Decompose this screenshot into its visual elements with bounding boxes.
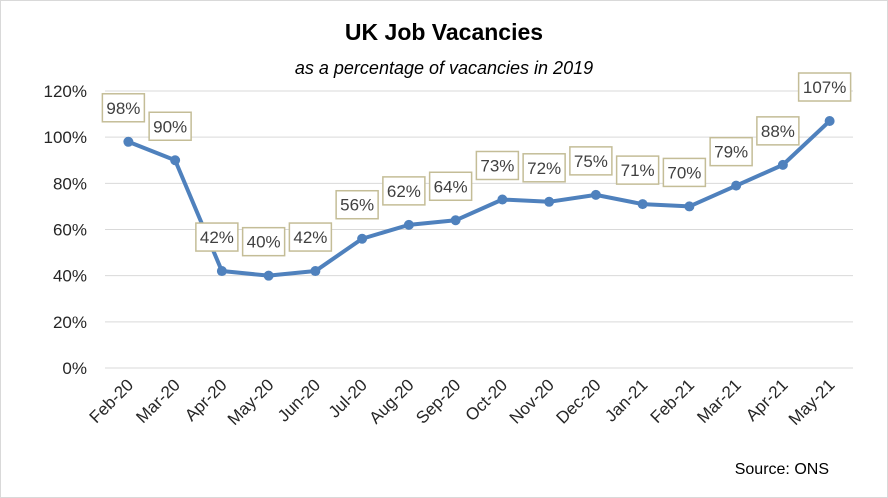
x-tick-label: Jan-21 [601,375,651,425]
chart-subtitle: as a percentage of vacancies in 2019 [294,58,594,78]
data-label: 88% [761,122,795,141]
y-tick-label: 60% [53,221,87,240]
x-tick-label: Feb-20 [86,375,138,427]
data-label: 40% [247,233,281,252]
data-label-box [475,150,520,181]
x-tick-label: Sep-20 [412,375,464,427]
y-tick-label: 40% [53,267,87,286]
data-label-box [569,146,613,176]
data-point [263,270,274,281]
data-label-box [241,226,286,257]
x-tick-label: Feb-21 [647,375,699,427]
data-point [637,199,648,210]
data-point [824,116,835,127]
data-point [123,136,134,147]
x-tick-label: May-21 [785,375,839,429]
data-label-box [428,171,473,202]
data-point [590,189,601,200]
data-label-box [797,72,852,102]
y-tick-label: 20% [53,313,87,332]
data-label-box [195,222,239,252]
x-tick-label: Apr-21 [742,375,792,425]
x-tick-label: Jun-20 [274,375,324,425]
x-tick-label: Mar-21 [693,375,745,427]
data-label: 73% [480,156,514,175]
data-label-box [522,153,566,183]
data-label-box [101,93,146,123]
data-label-box [335,189,379,220]
data-point [216,266,227,277]
data-label: 71% [621,161,655,180]
data-label: 98% [106,99,140,118]
series-line [126,119,832,278]
x-tick-label: Dec-20 [553,375,605,427]
data-label-box [288,222,333,252]
data-label: 56% [340,196,374,215]
data-point [777,159,788,170]
data-label: 42% [293,228,327,247]
x-tick-label: Jul-20 [325,375,371,421]
data-label: 42% [200,228,234,247]
x-tick-label: May-20 [224,375,278,429]
y-tick-label: 120% [44,82,87,101]
data-label-box [662,157,707,188]
x-tick-label: Mar-20 [132,375,184,427]
data-label: 107% [803,78,846,97]
data-point [450,215,461,226]
data-label-box [615,155,660,185]
x-tick-label: Aug-20 [365,375,417,427]
data-label: 90% [153,117,187,136]
data-point [170,155,181,166]
data-point [544,196,555,207]
data-label: 64% [434,177,468,196]
y-tick-label: 0% [62,359,87,378]
data-label: 75% [574,152,608,171]
data-point [731,180,742,191]
data-label: 72% [527,159,561,178]
chart-title: UK Job Vacancies [344,19,544,45]
x-tick-label: Oct-20 [462,375,512,425]
data-label-box [148,111,192,141]
y-tick-label: 100% [44,128,87,147]
data-label: 70% [667,163,701,182]
data-label-box [382,176,426,206]
data-label-box [709,136,753,167]
data-label-box [756,116,800,146]
data-label: 79% [714,143,748,162]
data-point [403,219,414,230]
data-point [310,266,321,277]
x-tick-label: Nov-20 [506,375,558,427]
data-point [357,233,368,244]
source-note: Source: ONS [734,461,829,478]
data-label: 62% [387,182,421,201]
data-point [497,194,508,205]
x-tick-label: Apr-20 [181,375,231,425]
y-tick-label: 80% [53,174,87,193]
data-point [684,201,695,212]
